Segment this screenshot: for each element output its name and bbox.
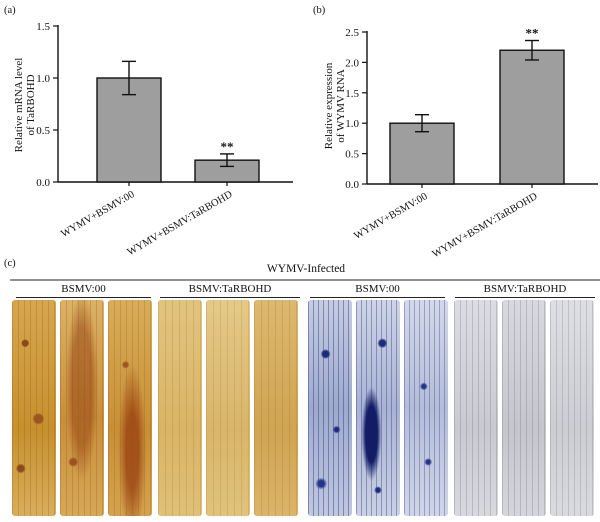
chart-b: 0.0 0.5 1.0 1.5 2.0 2.5 WYMV+BSMV:00 ** WYMV+BSM…	[345, 26, 598, 260]
group-label-4: BSMV:TaRBOHD	[483, 283, 567, 295]
leaf-image-6	[254, 300, 298, 516]
group-line-3	[310, 297, 445, 298]
chart-b-ytick-label-2: 1.0	[345, 118, 359, 130]
group-line-1	[16, 297, 151, 298]
group-line-2	[160, 297, 300, 298]
group-line-4	[455, 297, 595, 298]
group-label-1: BSMV:00	[61, 283, 106, 295]
chart-b-ytick-label-4: 2.0	[345, 57, 359, 69]
chart-b-ytick-label-3: 1.5	[345, 88, 359, 100]
chart-a-ytick-label-3: 1.5	[36, 21, 50, 33]
leaf-image-5	[206, 300, 250, 516]
chart-a-category-label-1: WYMV+BSMV:TaRBOHD	[126, 189, 235, 258]
chart-b-ylabel: Relative expression of WYMV RNA	[323, 62, 347, 149]
figure-canvas: (a) (b) (c) 0.0 0.5 1.0 1.5 WYMV+BSMV:00 ** WY…	[4, 5, 600, 281]
chart-b-category-label-1: WYMV+BSMV:TaRBOHD	[431, 191, 540, 260]
chart-b-category-label-0: WYMV+BSMV:00	[352, 191, 429, 242]
chart-a-ylabel-line1: Relative mRNA level	[13, 58, 25, 153]
leaf-image-7	[308, 300, 352, 516]
chart-b-significance-1: **	[526, 26, 539, 41]
chart-b-ytick-label-1: 0.5	[345, 149, 359, 161]
chart-a: 0.0 0.5 1.0 1.5 WYMV+BSMV:00 ** WYMV+BSMV:TaRB…	[36, 21, 293, 258]
leaf-image-2	[60, 300, 104, 516]
leaf-image-3	[108, 300, 152, 516]
chart-a-ytick-label-1: 0.5	[36, 125, 50, 137]
panel-b-letter: (b)	[313, 5, 326, 16]
photo-panel-title: WYMV-Infected	[267, 263, 345, 275]
chart-b-ytick-label-5: 2.5	[345, 27, 359, 39]
chart-a-ylabel: Relative mRNA level of TaRBOHD	[13, 58, 37, 153]
chart-b-ytick-label-0: 0.0	[345, 179, 359, 191]
chart-b-ylabel-line2: of WYMV RNA	[335, 69, 347, 143]
chart-a-category-label-0: WYMV+BSMV:00	[59, 189, 136, 240]
panel-a-letter: (a)	[4, 5, 16, 16]
leaf-image-1	[12, 300, 56, 516]
chart-a-significance-1: **	[221, 139, 234, 154]
leaf-image-9	[404, 300, 448, 516]
group-label-2: BSMV:TaRBOHD	[188, 283, 272, 295]
chart-b-ylabel-line1: Relative expression	[323, 62, 335, 149]
leaf-image-10	[454, 300, 498, 516]
chart-a-ytick-label-2: 1.0	[36, 73, 50, 85]
chart-a-ytick-label-0: 0.0	[36, 177, 50, 189]
group-label-3: BSMV:00	[355, 283, 400, 295]
leaf-image-8	[356, 300, 400, 516]
leaf-image-4	[158, 300, 202, 516]
panel-c-letter: (c)	[4, 258, 16, 269]
leaf-image-11	[502, 300, 546, 516]
chart-b-bar-1	[499, 49, 565, 185]
leaf-image-12	[550, 300, 594, 516]
chart-a-ylabel-line2: of TaRBOHD	[25, 74, 37, 135]
